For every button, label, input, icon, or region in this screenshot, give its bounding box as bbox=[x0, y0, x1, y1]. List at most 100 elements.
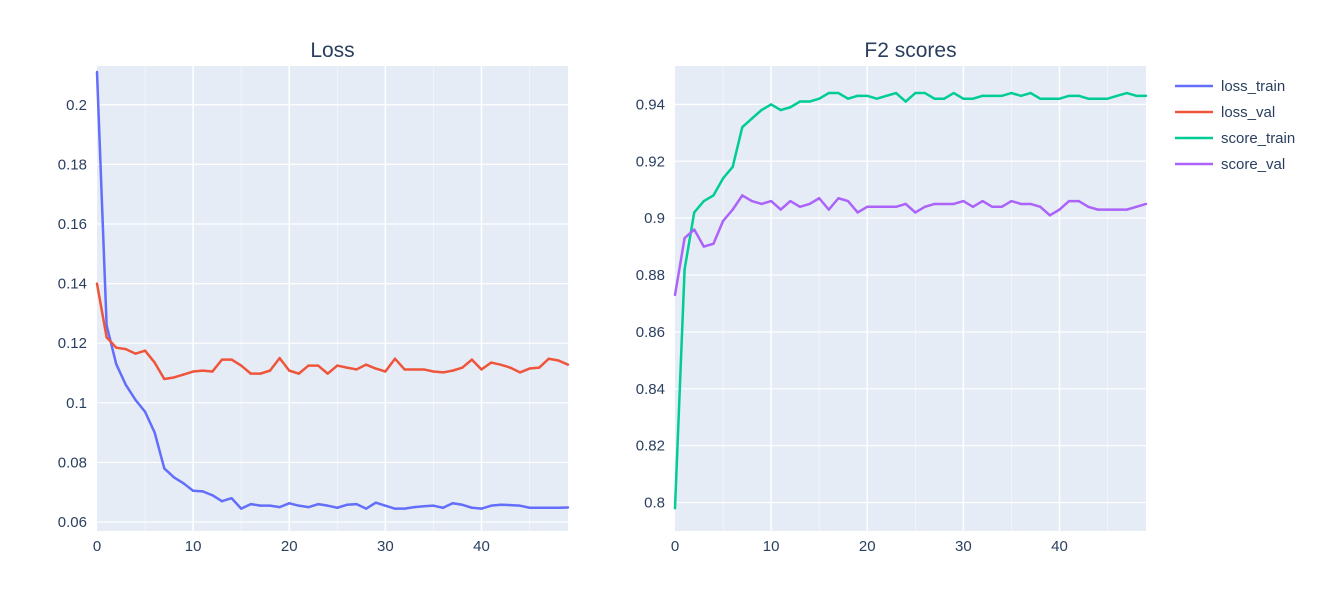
score-train-point bbox=[702, 199, 706, 203]
score-val-point bbox=[1135, 205, 1138, 208]
loss-train-point bbox=[480, 507, 483, 510]
loss-val-point bbox=[547, 357, 550, 360]
loss-train-point bbox=[336, 506, 339, 509]
loss-val-line bbox=[95, 283, 569, 381]
f2-scores-y-tick-label: 0.88 bbox=[636, 267, 665, 284]
score-val-point bbox=[1096, 208, 1100, 211]
loss-train-point bbox=[509, 503, 512, 507]
loss-train-point bbox=[451, 502, 454, 505]
loss-val-point bbox=[461, 366, 464, 369]
loss-val-point bbox=[288, 369, 291, 372]
legend-item-loss-train[interactable]: loss_train bbox=[1175, 78, 1285, 95]
loss-train-point bbox=[105, 324, 108, 327]
loss-train-point bbox=[211, 494, 214, 497]
score-val-point bbox=[760, 202, 763, 206]
legend-label: loss_train bbox=[1221, 78, 1285, 95]
score-train-point bbox=[866, 94, 869, 98]
legend-item-score-train[interactable]: score_train bbox=[1175, 130, 1295, 147]
loss-train-point bbox=[307, 505, 310, 509]
score-val-point bbox=[1010, 199, 1013, 203]
loss-train-point bbox=[364, 507, 368, 510]
loss-val-point bbox=[239, 364, 243, 367]
score-val-point bbox=[673, 293, 677, 297]
loss-train-point bbox=[413, 505, 416, 509]
loss-train-point bbox=[557, 506, 560, 509]
loss-val-point bbox=[518, 371, 522, 374]
loss-val-point bbox=[374, 367, 377, 370]
loss-train-point bbox=[518, 504, 522, 507]
score-train-point bbox=[904, 100, 907, 103]
loss-train-point bbox=[470, 506, 474, 509]
loss-train-point bbox=[230, 497, 233, 500]
loss-val-point bbox=[451, 369, 454, 372]
score-val-point bbox=[1058, 208, 1061, 211]
loss-y-tick-label: 0.14 bbox=[58, 276, 87, 293]
score-val-point bbox=[846, 199, 850, 203]
score-val-point bbox=[1125, 208, 1128, 211]
score-train-point bbox=[808, 100, 811, 103]
score-train-point bbox=[1019, 94, 1023, 98]
loss-train-point bbox=[201, 490, 204, 493]
loss-val-point bbox=[163, 377, 166, 381]
loss-x-tick-label: 0 bbox=[93, 538, 101, 555]
score-train-point bbox=[1048, 97, 1052, 100]
legend-item-loss-val[interactable]: loss_val bbox=[1175, 104, 1275, 121]
score-train-point bbox=[712, 194, 715, 197]
score-val-point bbox=[741, 194, 744, 197]
score-train-point bbox=[856, 94, 859, 98]
score-val-point bbox=[952, 202, 955, 206]
loss-x-tick-label: 10 bbox=[185, 538, 202, 555]
score-val-point bbox=[991, 205, 994, 208]
score-val-point bbox=[866, 205, 869, 208]
score-val-point bbox=[1029, 202, 1032, 206]
loss-train-point bbox=[95, 70, 99, 74]
loss-val-point bbox=[326, 372, 329, 375]
f2-scores-title: F2 scores bbox=[864, 39, 956, 62]
f2-scores-x-tick-label: 0 bbox=[671, 538, 679, 555]
f2-scores-y-tick-label: 0.82 bbox=[636, 438, 665, 455]
loss-val-point bbox=[143, 349, 147, 352]
loss-x-tick-label: 20 bbox=[281, 538, 298, 555]
loss-val-point bbox=[172, 376, 176, 379]
score-val-point bbox=[962, 199, 965, 203]
loss-val-point bbox=[509, 366, 512, 369]
loss-train-point bbox=[172, 476, 176, 479]
score-val-point bbox=[779, 208, 782, 211]
score-val-point bbox=[1077, 199, 1080, 203]
score-train-point bbox=[1125, 91, 1128, 95]
loss-y-tick-label: 0.2 bbox=[66, 97, 87, 114]
score-val-point bbox=[1039, 205, 1042, 208]
loss-train-line bbox=[95, 71, 569, 510]
score-train-point bbox=[789, 106, 792, 109]
score-train-point bbox=[817, 97, 821, 100]
score-train-point bbox=[991, 94, 994, 98]
loss-val-point bbox=[566, 363, 570, 366]
legend[interactable]: loss_train loss_val score_train score_val bbox=[1175, 78, 1295, 173]
score-train-point bbox=[1144, 94, 1148, 98]
legend-item-score-val[interactable]: score_val bbox=[1175, 156, 1285, 173]
loss-train-point bbox=[355, 502, 358, 506]
loss-train-point bbox=[134, 398, 137, 402]
score-val-point bbox=[1144, 202, 1148, 206]
score-train-point bbox=[721, 177, 725, 180]
score-train-point bbox=[1135, 94, 1138, 98]
loss-train-point bbox=[499, 503, 502, 506]
score-val-point bbox=[817, 197, 821, 200]
score-train-point bbox=[981, 94, 984, 98]
f2-scores-plot-area bbox=[675, 66, 1146, 531]
loss-train-point bbox=[124, 383, 128, 387]
loss-val-point bbox=[105, 336, 108, 339]
loss-train-point bbox=[326, 504, 329, 507]
legend-label: loss_val bbox=[1221, 104, 1275, 121]
score-train-point bbox=[750, 117, 754, 120]
loss-val-point bbox=[259, 372, 262, 375]
loss-val-point bbox=[480, 368, 483, 371]
score-train-line bbox=[673, 91, 1146, 509]
score-train-point bbox=[933, 97, 936, 100]
score-val-point bbox=[904, 202, 907, 206]
f2-scores-y-tick-label: 0.94 bbox=[636, 96, 665, 113]
score-val-point bbox=[712, 242, 715, 245]
loss-val-point bbox=[182, 373, 185, 376]
loss-val-point bbox=[345, 366, 349, 369]
loss-val-point bbox=[268, 369, 272, 372]
